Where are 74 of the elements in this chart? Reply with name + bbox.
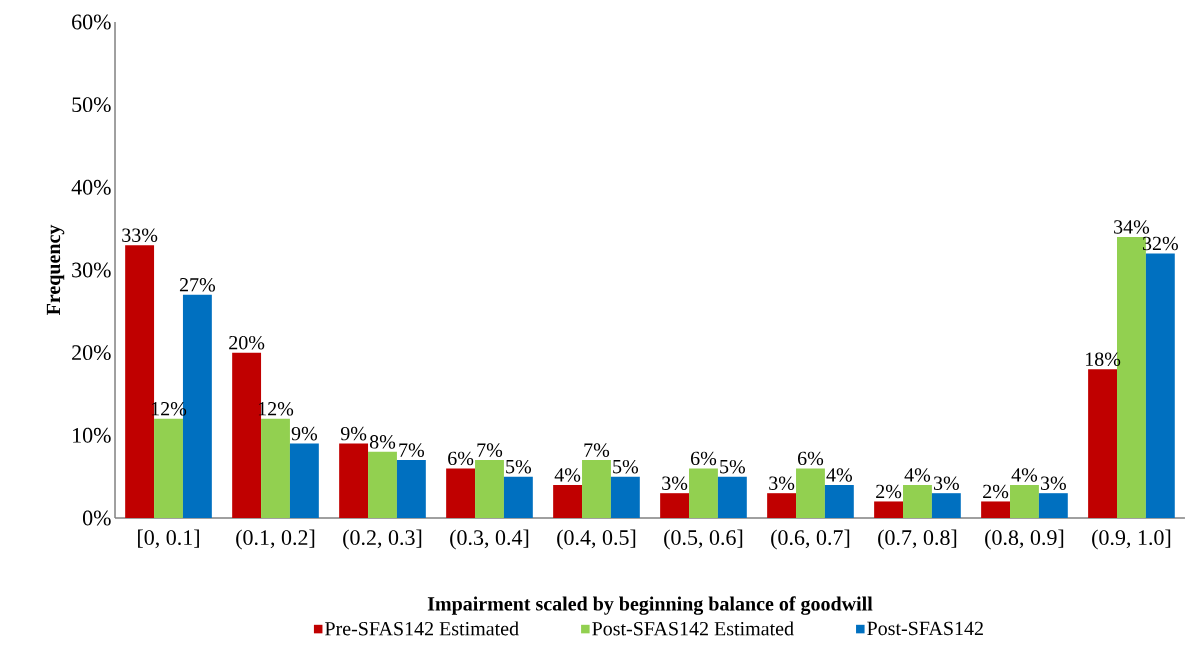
data-label: 27% [179, 278, 216, 292]
x-tick-label: (0.3, 0.4] [450, 529, 529, 550]
data-label: 7% [399, 443, 425, 457]
data-label: 2% [876, 484, 902, 499]
bar [689, 468, 718, 518]
bar [796, 468, 825, 518]
data-label: 33% [122, 228, 158, 242]
data-label: 6% [448, 451, 474, 466]
data-label: 3% [933, 476, 959, 490]
x-tick-label: (0.9, 1.0] [1092, 529, 1171, 550]
data-label: 4% [554, 468, 581, 482]
y-tick-label: 50% [72, 97, 111, 113]
legend-label: Post-SFAS142 Estimated [592, 621, 794, 636]
data-label: 3% [769, 476, 795, 490]
data-label: 7% [584, 443, 610, 457]
bar [1145, 253, 1175, 518]
bar [261, 418, 290, 518]
y-tick-label: 30% [72, 262, 111, 278]
legend-label: Pre-SFAS142 Estimated [325, 621, 519, 636]
bar [396, 460, 426, 518]
data-label: 20% [229, 335, 265, 350]
bar [610, 476, 640, 518]
x-tick-label: (0.4, 0.5] [557, 529, 636, 550]
y-tick-label: 60% [72, 14, 111, 30]
data-label: 4% [826, 468, 853, 482]
bar [824, 484, 854, 518]
data-label: 8% [369, 435, 396, 449]
y-tick-label: 10% [73, 427, 111, 443]
data-label: 6% [691, 451, 717, 466]
bar [339, 443, 369, 518]
bar [717, 476, 747, 518]
data-label: 9% [291, 426, 318, 441]
data-label: 9% [340, 426, 367, 441]
bar [289, 443, 319, 518]
bar [446, 468, 476, 518]
y-axis-title: Frequency [46, 224, 65, 316]
bar [903, 484, 932, 518]
x-tick-label: [0, 0.1] [138, 529, 199, 549]
bar [1088, 369, 1118, 518]
data-label: 4% [1011, 468, 1038, 482]
bar [368, 451, 397, 518]
y-tick-label: 20% [72, 345, 111, 361]
bar [503, 476, 533, 518]
data-label: 5% [613, 459, 639, 474]
x-tick-label: (0.8, 0.9] [985, 529, 1064, 550]
bar [154, 418, 183, 518]
data-label: 3% [1040, 476, 1066, 490]
x-tick-label: (0.1, 0.2] [236, 529, 315, 550]
data-label: 7% [477, 443, 503, 457]
bar [475, 460, 504, 518]
bar [981, 501, 1011, 518]
bar [1038, 493, 1068, 518]
bar [582, 460, 611, 518]
y-tick-label: 0% [82, 510, 111, 526]
bar [553, 484, 583, 518]
x-axis-title: Impairment scaled by beginning balance of goodwill [427, 596, 873, 615]
data-label: 6% [798, 451, 824, 466]
data-label: 5% [720, 459, 746, 474]
bar [1010, 484, 1039, 518]
y-tick-label: 40% [71, 179, 111, 195]
data-label: 2% [983, 484, 1009, 499]
data-label: 5% [506, 459, 532, 474]
bar [931, 493, 961, 518]
data-label: 4% [904, 468, 931, 482]
x-tick-label: (0.5, 0.6] [664, 529, 743, 550]
bar [874, 501, 904, 518]
bar [767, 493, 797, 518]
x-tick-label: (0.2, 0.3] [343, 529, 422, 550]
x-tick-label: (0.6, 0.7] [771, 529, 850, 550]
legend-label: Post-SFAS142 [867, 621, 983, 636]
data-label: 34% [1114, 220, 1150, 234]
x-tick-label: (0.7, 0.8] [878, 529, 957, 550]
data-label: 3% [662, 476, 688, 490]
bar [660, 493, 690, 518]
